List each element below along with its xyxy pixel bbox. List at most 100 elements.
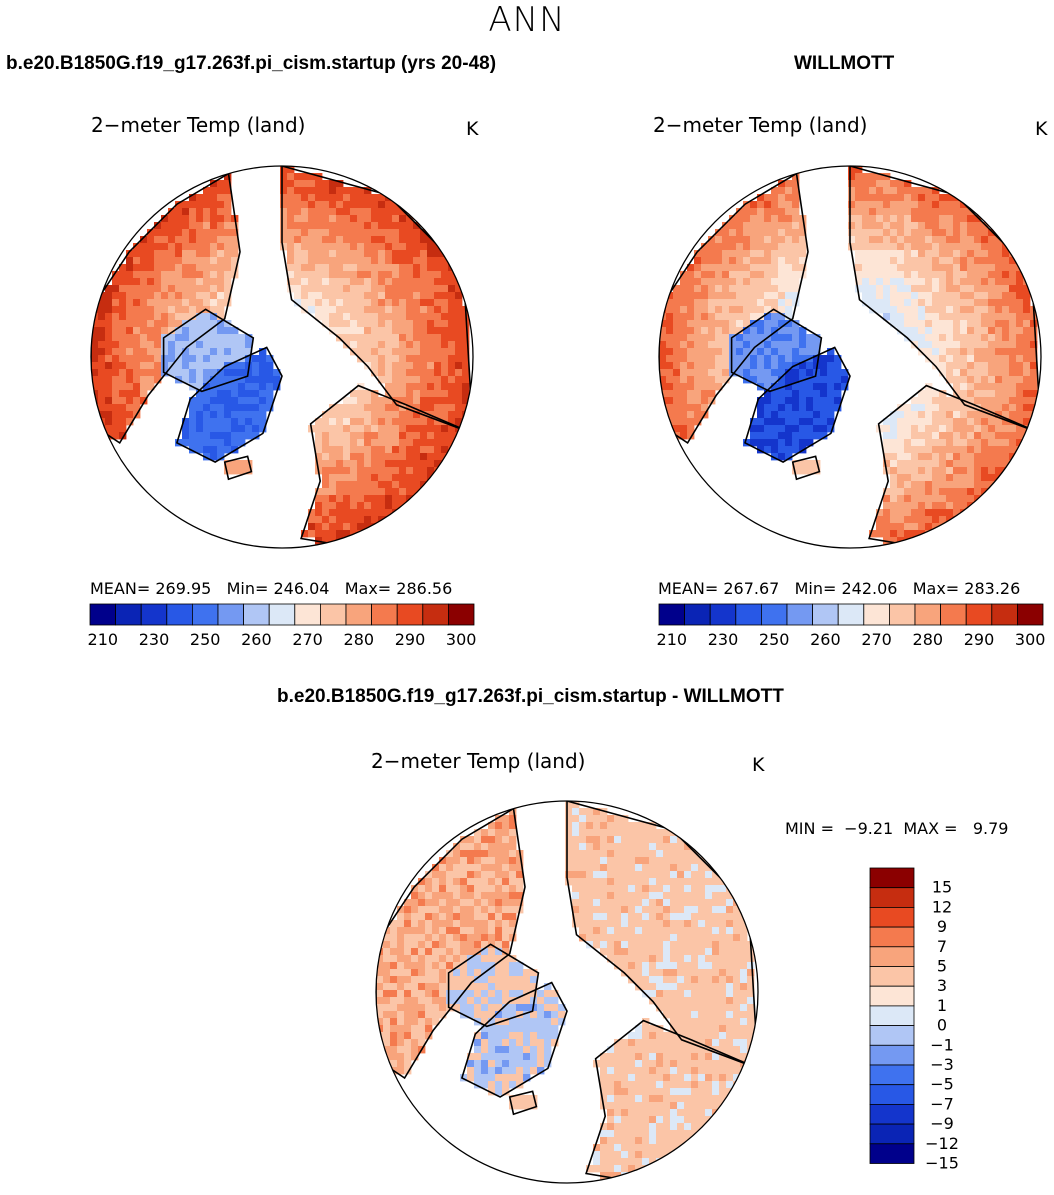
grid-cell xyxy=(308,229,316,237)
grid-cell xyxy=(897,404,905,412)
grid-cell xyxy=(133,313,141,321)
grid-cell xyxy=(911,334,919,342)
grid-cell xyxy=(719,1053,727,1061)
grid-cell xyxy=(729,320,737,328)
grid-cell xyxy=(607,906,615,914)
grid-cell xyxy=(343,271,351,279)
grid-cell xyxy=(322,222,330,230)
grid-cell xyxy=(799,334,807,342)
grid-cell xyxy=(628,857,636,865)
grid-cell xyxy=(995,460,1003,468)
grid-cell xyxy=(530,1018,538,1026)
grid-cell xyxy=(287,278,295,286)
grid-cell xyxy=(694,348,702,356)
grid-cell xyxy=(371,334,379,342)
grid-cell xyxy=(371,432,379,440)
grid-cell xyxy=(544,997,552,1005)
grid-cell xyxy=(439,885,447,893)
colorbar-tick-label: 280 xyxy=(913,630,944,649)
grid-cell xyxy=(757,236,765,244)
grid-cell xyxy=(259,411,267,419)
grid-cell xyxy=(315,292,323,300)
grid-cell xyxy=(294,187,302,195)
grid-cell xyxy=(189,376,197,384)
grid-cell xyxy=(397,962,405,970)
grid-cell xyxy=(897,194,905,202)
grid-cell xyxy=(946,432,954,440)
grid-cell xyxy=(897,215,905,223)
grid-cell xyxy=(1030,369,1038,377)
grid-cell xyxy=(378,474,386,482)
grid-cell xyxy=(448,369,456,377)
grid-cell xyxy=(509,927,517,935)
grid-cell xyxy=(509,892,517,900)
grid-cell xyxy=(726,1011,734,1019)
grid-cell xyxy=(399,208,407,216)
grid-cell xyxy=(967,495,975,503)
grid-cell xyxy=(918,187,926,195)
grid-cell xyxy=(224,411,232,419)
grid-cell xyxy=(516,885,524,893)
grid-cell xyxy=(890,460,898,468)
grid-cell xyxy=(628,955,636,963)
grid-cell xyxy=(967,425,975,433)
grid-cell xyxy=(719,913,727,921)
grid-cell xyxy=(911,439,919,447)
grid-cell xyxy=(981,257,989,265)
grid-cell xyxy=(785,362,793,370)
grid-cell xyxy=(677,906,685,914)
grid-cell xyxy=(911,446,919,454)
grid-cell xyxy=(918,474,926,482)
grid-cell xyxy=(663,1088,671,1096)
grid-cell xyxy=(628,906,636,914)
grid-cell xyxy=(677,1067,685,1075)
grid-cell xyxy=(189,320,197,328)
grid-cell xyxy=(649,1032,657,1040)
grid-cell xyxy=(448,432,456,440)
grid-cell xyxy=(939,208,947,216)
grid-cell xyxy=(350,467,358,475)
grid-cell xyxy=(862,173,870,181)
grid-cell xyxy=(953,432,961,440)
grid-cell xyxy=(757,439,765,447)
grid-cell xyxy=(946,292,954,300)
grid-cell xyxy=(287,180,295,188)
grid-cell xyxy=(280,194,288,202)
grid-cell xyxy=(420,362,428,370)
grid-cell xyxy=(642,1151,650,1159)
grid-cell xyxy=(911,327,919,335)
grid-cell xyxy=(960,495,968,503)
grid-cell xyxy=(670,906,678,914)
grid-cell xyxy=(411,927,419,935)
grid-cell xyxy=(322,537,330,545)
grid-cell xyxy=(680,341,688,349)
grid-cell xyxy=(203,404,211,412)
grid-cell xyxy=(785,348,793,356)
grid-cell xyxy=(736,369,744,377)
grid-cell xyxy=(420,474,428,482)
grid-cell xyxy=(684,990,692,998)
grid-cell xyxy=(294,264,302,272)
grid-cell xyxy=(757,411,765,419)
grid-cell xyxy=(712,983,720,991)
grid-cell xyxy=(301,264,309,272)
grid-cell xyxy=(719,990,727,998)
grid-cell xyxy=(677,934,685,942)
grid-cell xyxy=(434,432,442,440)
grid-cell xyxy=(544,1046,552,1054)
grid-cell xyxy=(995,383,1003,391)
grid-cell xyxy=(691,934,699,942)
grid-cell xyxy=(217,327,225,335)
grid-cell xyxy=(600,1053,608,1061)
grid-cell xyxy=(378,334,386,342)
grid-cell xyxy=(785,446,793,454)
grid-cell xyxy=(649,1144,657,1152)
grid-cell xyxy=(1002,264,1010,272)
grid-cell xyxy=(371,502,379,510)
grid-cell xyxy=(378,320,386,328)
grid-cell xyxy=(701,348,709,356)
grid-cell xyxy=(733,906,741,914)
grid-cell xyxy=(357,271,365,279)
grid-cell xyxy=(614,871,622,879)
grid-cell xyxy=(259,355,267,363)
